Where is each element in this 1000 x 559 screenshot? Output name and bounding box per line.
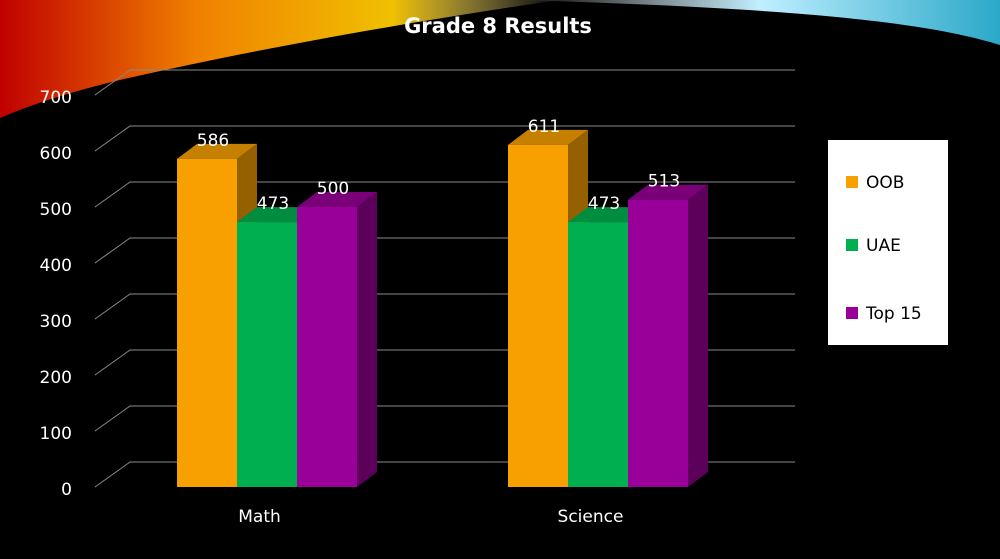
legend-label: UAE [866, 236, 901, 256]
bar-top [297, 192, 377, 207]
legend-swatch [846, 176, 858, 188]
grid-line [94, 69, 795, 96]
data-label: 513 [648, 172, 680, 192]
bar-front [177, 158, 237, 487]
decor-swoosh [0, 0, 560, 118]
bar [628, 184, 708, 487]
bar-front [297, 207, 357, 487]
bar [297, 192, 377, 487]
bar-front [628, 199, 688, 487]
x-tick-label: Science [558, 507, 624, 527]
y-tick-label: 300 [40, 312, 72, 332]
y-tick-label: 500 [40, 200, 72, 220]
bar-top [628, 184, 708, 200]
y-tick-label: 600 [40, 144, 72, 164]
bar-top [508, 129, 588, 145]
data-label: 586 [197, 131, 229, 151]
legend-label: Top 15 [865, 304, 922, 324]
bar-side [688, 184, 708, 487]
data-label: 500 [317, 179, 349, 199]
bar-top [177, 143, 257, 159]
legend-swatch [846, 239, 858, 251]
grid-line [94, 125, 795, 152]
chart-title: Grade 8 Results [404, 14, 592, 38]
y-tick-label: 100 [40, 424, 72, 444]
y-tick-label: 200 [40, 368, 72, 388]
data-label: 473 [257, 194, 289, 214]
y-tick-label: 400 [40, 256, 72, 276]
x-tick-label: Math [238, 507, 281, 527]
bar-front [237, 222, 297, 487]
decor-swoosh [520, 0, 1000, 45]
legend-swatch [846, 307, 858, 319]
bar-front [508, 144, 568, 487]
data-label: 611 [528, 117, 560, 137]
bar-side [357, 192, 377, 487]
y-tick-label: 0 [61, 480, 72, 500]
bar-front [568, 222, 628, 487]
legend-label: OOB [866, 173, 904, 193]
data-label: 473 [588, 194, 620, 214]
y-tick-label: 700 [40, 88, 72, 108]
